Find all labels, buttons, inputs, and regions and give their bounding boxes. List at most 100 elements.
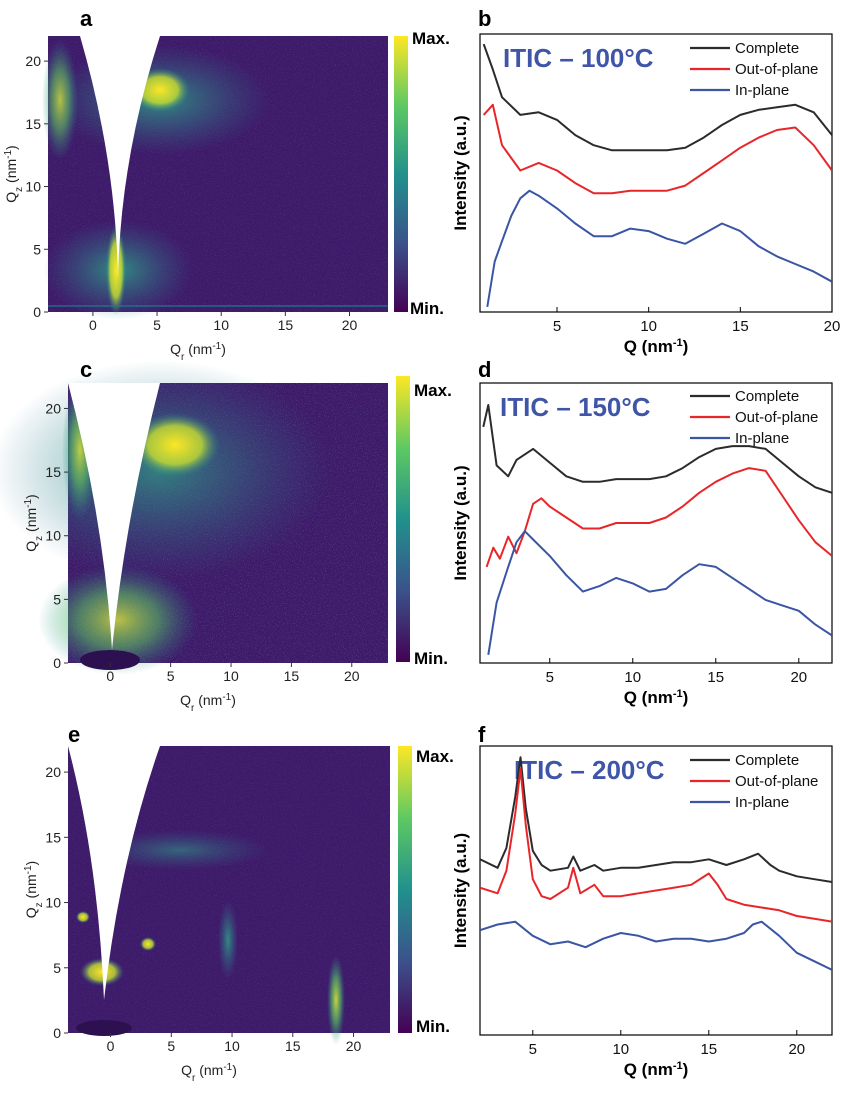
legend-d: Complete Out-of-plane In-plane bbox=[690, 388, 818, 447]
colorbar-e-max: Max. bbox=[416, 747, 454, 766]
colorbar-c-min: Min. bbox=[414, 649, 448, 668]
lines-f bbox=[480, 756, 832, 971]
heatmap-c-wedge bbox=[68, 383, 160, 650]
ytick-label: 10 bbox=[25, 179, 41, 195]
heatmap-e-spot-2 bbox=[76, 911, 90, 923]
legend-complete-label: Complete bbox=[735, 752, 799, 769]
ytick-label: 5 bbox=[53, 591, 61, 607]
heatmap-e-spot-3 bbox=[140, 937, 156, 951]
line-in-plane bbox=[487, 530, 832, 655]
colorbar-c: Max. Min. bbox=[396, 376, 452, 668]
xtick-label: 20 bbox=[346, 1038, 362, 1054]
legend-out-of-plane-label: Out-of-plane bbox=[735, 61, 818, 78]
heatmap-c bbox=[0, 360, 388, 675]
lines-d bbox=[482, 404, 832, 655]
xtick-label: 10 bbox=[640, 318, 657, 335]
ytick-label: 5 bbox=[53, 960, 61, 976]
panel-letter-a: a bbox=[80, 6, 93, 31]
y-axis-label-sub: z bbox=[34, 536, 45, 541]
chart-title-d: ITIC – 150°C bbox=[500, 392, 651, 422]
panel-b: b ITIC – 100°C 5 10 15 20 Q (nm-1) Intensity … bbox=[451, 6, 840, 356]
colorbar-e: Max. Min. bbox=[398, 746, 454, 1036]
legend-in-plane-label: In-plane bbox=[735, 430, 789, 447]
x-axis-label-sub: r bbox=[191, 703, 195, 714]
xtick-label: 0 bbox=[107, 1038, 115, 1054]
legend-complete-label: Complete bbox=[735, 40, 799, 57]
line-out-of-plane bbox=[485, 467, 832, 568]
ytick-label: 10 bbox=[45, 895, 61, 911]
x-axis-label: Q (nm-1) bbox=[624, 1060, 689, 1079]
x-axis-label-exp: -1 bbox=[222, 692, 231, 703]
heatmap-e-streak-2 bbox=[327, 955, 345, 1045]
y-axis-label-q: Q bbox=[3, 192, 19, 203]
xtick-label: 0 bbox=[89, 317, 97, 333]
xtick-label: 15 bbox=[278, 317, 294, 333]
colorbar-c-max: Max. bbox=[414, 381, 452, 400]
xtick-label: 5 bbox=[167, 668, 175, 684]
legend-out-of-plane-label: Out-of-plane bbox=[735, 409, 818, 426]
panel-letter-f: f bbox=[478, 722, 486, 747]
xtick-label: 10 bbox=[612, 1041, 629, 1058]
xtick-label: 10 bbox=[223, 668, 239, 684]
ytick-label: 20 bbox=[45, 764, 61, 780]
y-axis-label: Intensity (a.u.) bbox=[451, 465, 470, 580]
heatmap-e-wedge bbox=[68, 746, 160, 1000]
x-axis-label-main: Q (nm bbox=[624, 337, 673, 356]
line-complete bbox=[482, 43, 832, 152]
axes-b: 5 10 15 20 Q (nm-1) Intensity (a.u.) bbox=[451, 115, 840, 356]
line-out-of-plane bbox=[480, 767, 832, 923]
x-axis-label-sub: r bbox=[181, 352, 185, 363]
x-axis-label: Qr (nm-1) bbox=[170, 341, 226, 363]
panel-letter-b: b bbox=[478, 6, 491, 31]
xtick-label: 15 bbox=[284, 668, 300, 684]
y-axis-label-unit: (nm bbox=[23, 508, 39, 536]
ytick-label: 0 bbox=[53, 1025, 61, 1041]
x-axis-label-q: Q bbox=[181, 1062, 192, 1078]
x-axis-label-close: ) bbox=[221, 341, 226, 357]
ytick-label: 15 bbox=[45, 829, 61, 845]
y-axis-label: Qz (nm-1) bbox=[23, 494, 45, 551]
plot-frame-b bbox=[479, 33, 833, 313]
y-axis-label-close: ) bbox=[23, 494, 39, 499]
chart-title-b: ITIC – 100°C bbox=[503, 43, 654, 73]
heatmap-c-origin bbox=[38, 565, 198, 675]
x-axis-label-unit: (nm bbox=[194, 692, 222, 708]
x-axis-label-close: ) bbox=[683, 337, 689, 356]
lines-b bbox=[482, 43, 832, 308]
ytick-label: 15 bbox=[45, 464, 61, 480]
xtick-label: 0 bbox=[106, 668, 114, 684]
y-axis-label-unit: (nm bbox=[23, 874, 39, 902]
heatmap-a-core bbox=[106, 225, 126, 315]
xtick-label: 10 bbox=[224, 1038, 240, 1054]
x-axis-label-main: Q (nm bbox=[624, 688, 673, 707]
colorbar-a: Max. Min. bbox=[394, 29, 450, 318]
legend-out-of-plane-label: Out-of-plane bbox=[735, 773, 818, 790]
x-axis-label: Q (nm-1) bbox=[624, 337, 689, 356]
ytick-label: 5 bbox=[33, 241, 41, 257]
xtick-label: 20 bbox=[824, 318, 841, 335]
x-axis-label-close: ) bbox=[683, 688, 689, 707]
x-axis-label-exp: -1 bbox=[223, 1062, 232, 1073]
line-in-plane bbox=[486, 189, 832, 308]
xtick-label: 5 bbox=[546, 669, 554, 686]
heatmap-e-spot-1 bbox=[80, 958, 124, 986]
xtick-label: 5 bbox=[153, 317, 161, 333]
ytick-label: 0 bbox=[33, 304, 41, 320]
panel-letter-d: d bbox=[478, 357, 491, 382]
y-axis-label-close: ) bbox=[3, 145, 19, 150]
colorbar-c-scale bbox=[396, 376, 410, 662]
ytick-label: 15 bbox=[25, 116, 41, 132]
line-in-plane bbox=[480, 920, 832, 971]
x-axis-label-exp: -1 bbox=[673, 688, 683, 700]
xtick-label: 10 bbox=[213, 317, 229, 333]
line-out-of-plane bbox=[482, 103, 832, 195]
y-axis-label: Qz (nm-1) bbox=[23, 861, 45, 918]
y-axis-label: Intensity (a.u.) bbox=[451, 115, 470, 230]
xtick-label: 15 bbox=[285, 1038, 301, 1054]
heatmap-c-peak bbox=[130, 413, 220, 477]
colorbar-a-scale bbox=[394, 36, 408, 312]
